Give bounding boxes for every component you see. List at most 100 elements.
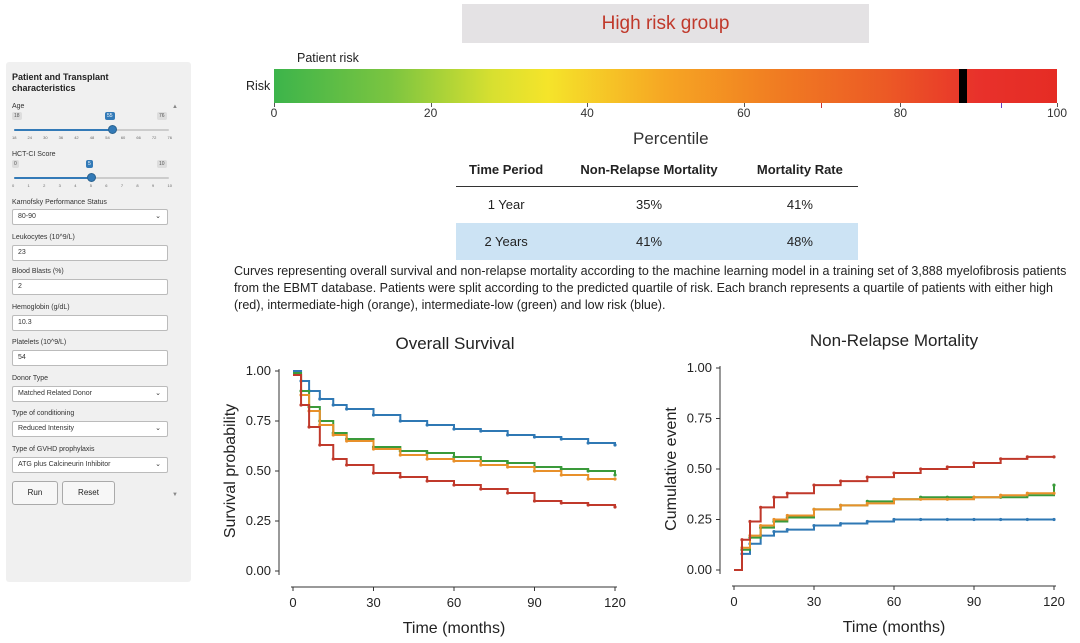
x-tick-label: 60 <box>887 594 901 609</box>
data-point-low <box>772 530 776 534</box>
data-point-inthigh <box>371 447 376 451</box>
risk-axis-tick-label: 20 <box>423 106 438 120</box>
slider-tick-label: 36 <box>58 135 64 140</box>
data-point-low <box>532 435 537 439</box>
data-point-high <box>919 467 923 471</box>
slider-tick-label: 9 <box>151 183 155 188</box>
gvhd-select[interactable]: ATG plus Calcineurin Inhibitor ⌄ <box>12 457 168 473</box>
slider-tick-label: 24 <box>27 135 32 140</box>
y-axis-title: Cumulative event <box>663 407 680 531</box>
x-tick-label: 30 <box>807 594 821 609</box>
data-point-inthigh <box>345 439 349 443</box>
table-header: Time Period <box>456 154 557 187</box>
sidebar-title: Patient and Transplant characteristics <box>12 72 109 93</box>
chevron-down-icon: ⌄ <box>155 390 161 397</box>
table-cell: 48% <box>741 223 858 260</box>
description-text: Curves representing overall survival and… <box>234 264 1067 312</box>
chevron-down-icon: ⌄ <box>155 213 161 220</box>
gvhd-label: Type of GVHD prophylaxis <box>12 446 95 453</box>
hct-max: 10 <box>157 160 167 168</box>
blasts-input[interactable]: 2 <box>12 279 168 295</box>
data-point-high <box>892 471 896 475</box>
y-tick-label: 0.75 <box>687 411 712 426</box>
data-point-inthigh <box>613 477 617 481</box>
data-point-high <box>452 483 456 487</box>
chevron-down-icon: ⌄ <box>155 461 161 468</box>
table-cell: 2 Years <box>456 223 557 260</box>
run-button[interactable]: Run <box>12 481 58 505</box>
x-tick-label: 120 <box>1043 594 1065 609</box>
data-point-inthigh <box>945 497 949 501</box>
series-line-low <box>293 370 616 445</box>
table-cell: 41% <box>786 197 813 213</box>
hemoglobin-label: Hemoglobin (g/dL) <box>12 304 70 311</box>
data-point-low <box>812 523 816 528</box>
data-point-low <box>865 519 869 524</box>
series-line-low <box>734 518 1054 571</box>
series-line-high <box>293 374 616 507</box>
hct-label: HCT-CI Score <box>12 151 56 158</box>
data-point-high <box>307 425 311 429</box>
hct-slider-handle[interactable] <box>87 173 96 182</box>
data-point-high <box>345 463 349 467</box>
table-header: Non-Relapse Mortality <box>556 154 742 187</box>
data-point-high <box>371 471 376 475</box>
data-point-low <box>999 517 1003 522</box>
y-tick-label: 0.00 <box>687 562 712 577</box>
y-tick-label: 1.00 <box>687 360 712 375</box>
risk-axis-tick <box>274 103 275 107</box>
reset-button[interactable]: Reset <box>62 481 115 505</box>
gvhd-value: ATG plus Calcineurin Inhibitor <box>18 461 111 468</box>
slider-tick-label: 6 <box>105 183 108 188</box>
data-point-high <box>586 503 590 507</box>
hct-slider-fill <box>14 177 92 179</box>
data-point-high <box>331 457 335 461</box>
scroll-down-icon[interactable]: ▼ <box>172 492 178 498</box>
data-point-intlow <box>452 455 456 459</box>
data-point-inthigh <box>919 497 923 501</box>
slider-tick-label: 48 <box>89 135 95 140</box>
data-point-high <box>740 538 744 542</box>
data-point-low <box>479 429 483 433</box>
donor-select[interactable]: Matched Related Donor ⌄ <box>12 386 168 402</box>
data-point-inthigh <box>398 453 402 457</box>
data-point-inthigh <box>452 459 456 463</box>
hemoglobin-input[interactable]: 10.3 <box>12 315 168 331</box>
leukocytes-input[interactable]: 23 <box>12 245 168 261</box>
slider-tick-label: 0 <box>12 183 15 188</box>
data-point-low <box>1052 517 1056 522</box>
risk-axis-tick-label: 60 <box>737 106 751 120</box>
data-point-intlow <box>613 473 617 477</box>
data-point-high <box>972 461 976 465</box>
slider-tick-label: 72 <box>151 135 157 140</box>
risk-tick-mark <box>1001 103 1002 108</box>
data-point-inthigh <box>586 477 590 481</box>
slider-tick-label: 66 <box>136 135 141 140</box>
data-point-high <box>506 491 510 495</box>
karnofsky-select[interactable]: 80-90 ⌄ <box>12 209 168 225</box>
platelets-input[interactable]: 54 <box>12 350 168 366</box>
age-max: 76 <box>157 112 167 120</box>
data-point-low <box>919 517 923 522</box>
risk-group-header: High risk group <box>462 4 869 43</box>
age-slider-handle[interactable] <box>108 125 118 134</box>
platelets-label: Platelets (10^9/L) <box>12 339 67 346</box>
y-tick-label: 0.50 <box>687 461 712 476</box>
data-point-intlow <box>425 451 429 455</box>
age-min: 18 <box>12 112 22 120</box>
risk-axis-tick <box>587 103 589 107</box>
data-point-low <box>345 407 349 411</box>
data-point-high <box>479 487 483 491</box>
data-point-high <box>785 491 789 495</box>
series-line-inthigh <box>734 492 1054 571</box>
data-point-inthigh <box>785 513 789 518</box>
data-point-high <box>559 501 563 505</box>
scroll-up-icon[interactable]: ▲ <box>172 104 178 110</box>
x-tick-label: 0 <box>289 595 296 610</box>
series-line-high <box>734 455 1054 571</box>
data-point-inthigh <box>865 501 869 505</box>
data-point-high <box>613 505 617 509</box>
hct-slider-ticks: 0 1 2 3 4 5 6 7 8 9 10 <box>12 183 172 188</box>
conditioning-select[interactable]: Reduced Intensity ⌄ <box>12 421 168 437</box>
conditioning-label: Type of conditioning <box>12 410 75 417</box>
